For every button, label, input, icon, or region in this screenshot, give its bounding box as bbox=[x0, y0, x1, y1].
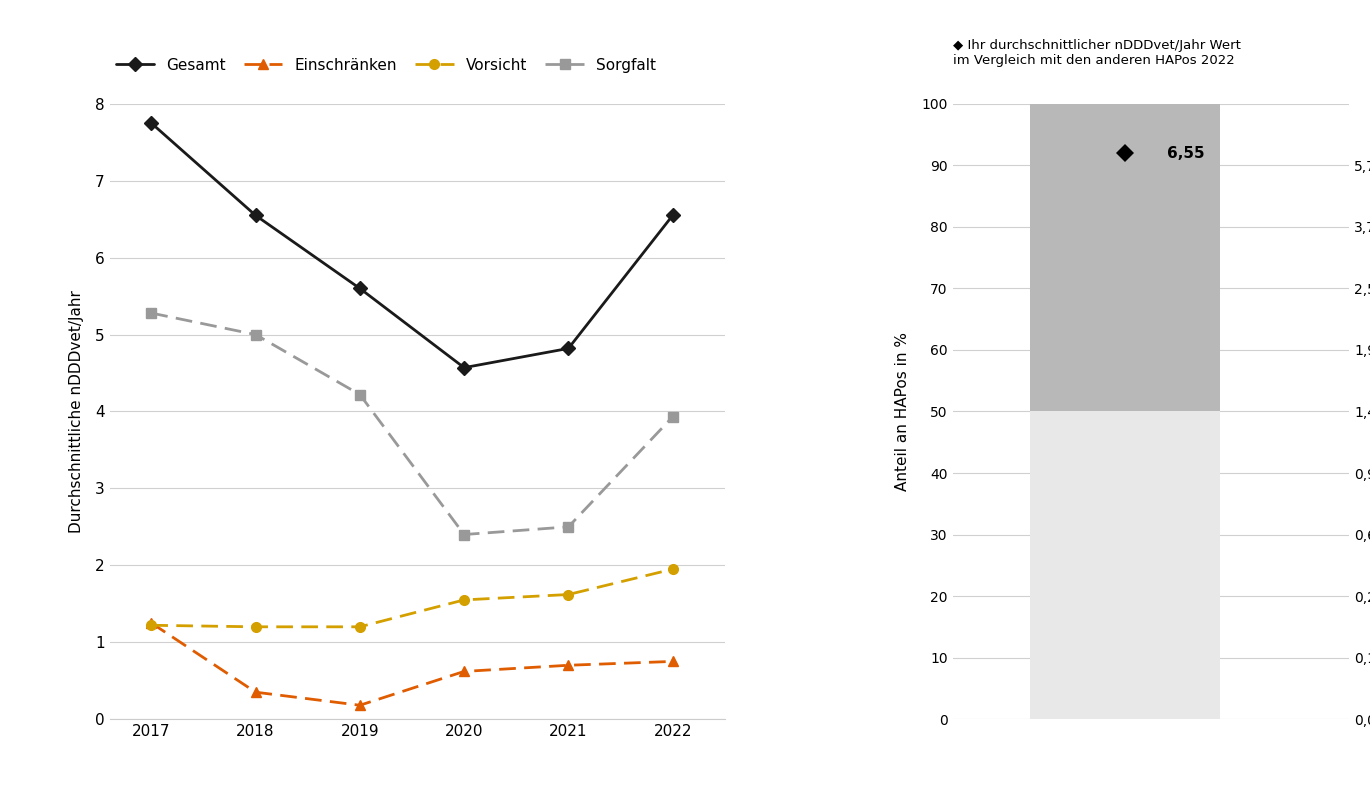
Sorgfalt bbox=[352, 390, 369, 400]
Einschränken bbox=[560, 661, 577, 670]
Sorgfalt bbox=[664, 412, 681, 422]
Vorsicht bbox=[560, 590, 577, 599]
Gesamt bbox=[456, 363, 473, 372]
Gesamt bbox=[248, 211, 264, 221]
Sorgfalt bbox=[456, 530, 473, 539]
Gesamt bbox=[142, 118, 159, 128]
Einschränken bbox=[352, 701, 369, 710]
Einschränken bbox=[142, 618, 159, 628]
Bar bbox=[1030, 104, 1221, 411]
Einschränken bbox=[664, 657, 681, 666]
Einschränken bbox=[456, 666, 473, 676]
Line: Sorgfalt: Sorgfalt bbox=[147, 308, 678, 539]
Einschränken bbox=[248, 687, 264, 697]
Line: Vorsicht: Vorsicht bbox=[147, 564, 678, 632]
Text: 6,55: 6,55 bbox=[1166, 145, 1204, 161]
Sorgfalt bbox=[142, 308, 159, 318]
Gesamt bbox=[352, 284, 369, 293]
Text: ◆ Ihr durchschnittlicher nDDDvet/Jahr Wert
im Vergleich mit den anderen HAPos 20: ◆ Ihr durchschnittlicher nDDDvet/Jahr We… bbox=[952, 39, 1240, 67]
Gesamt bbox=[664, 211, 681, 221]
Vorsicht bbox=[248, 622, 264, 632]
Vorsicht bbox=[142, 621, 159, 630]
Y-axis label: Anteil an HAPos in %: Anteil an HAPos in % bbox=[895, 332, 910, 491]
Vorsicht bbox=[664, 564, 681, 574]
Sorgfalt bbox=[248, 330, 264, 340]
Vorsicht bbox=[352, 622, 369, 632]
Gesamt bbox=[560, 344, 577, 353]
Legend: Gesamt, Einschränken, Vorsicht, Sorgfalt: Gesamt, Einschränken, Vorsicht, Sorgfalt bbox=[110, 52, 662, 79]
Vorsicht bbox=[456, 595, 473, 605]
Sorgfalt bbox=[560, 522, 577, 531]
Line: Einschränken: Einschränken bbox=[147, 618, 678, 710]
Bar bbox=[1030, 411, 1221, 719]
Y-axis label: Durchschnittliche nDDDvet/Jahr: Durchschnittliche nDDDvet/Jahr bbox=[68, 290, 84, 533]
Line: Gesamt: Gesamt bbox=[147, 118, 678, 372]
